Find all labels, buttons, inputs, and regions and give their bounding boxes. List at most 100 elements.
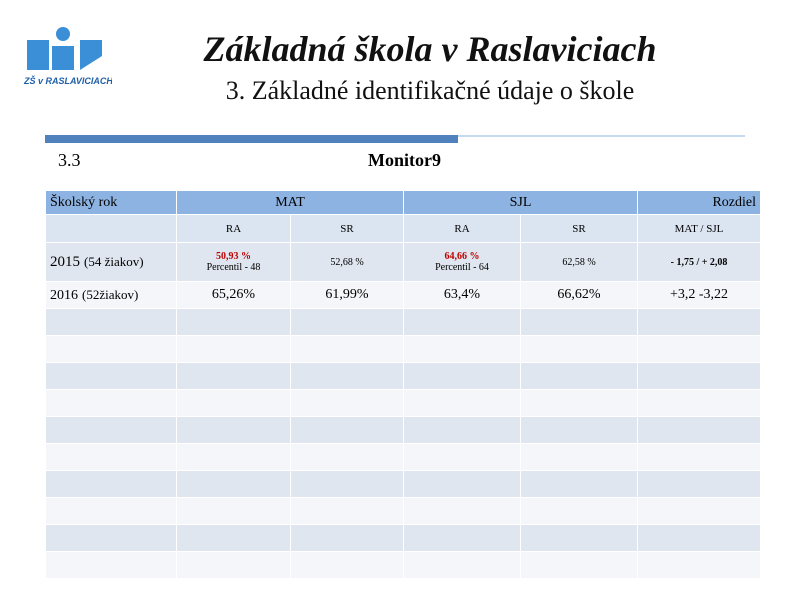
empty-cell <box>45 416 177 444</box>
empty-cell <box>637 308 762 336</box>
empty-cell <box>176 551 291 579</box>
table: Školský rok MAT SJL Rozdiel RA SR RA SR MAT / SJ… <box>45 190 762 579</box>
empty-cell <box>290 416 404 444</box>
empty-cell <box>403 524 521 552</box>
year: 2016 <box>50 287 78 303</box>
empty-cell <box>403 362 521 390</box>
empty-cell <box>176 389 291 417</box>
empty-cell <box>176 416 291 444</box>
empty-cell <box>403 335 521 363</box>
year: 2015 <box>50 253 80 270</box>
empty-cell <box>45 335 177 363</box>
empty-cell <box>290 551 404 579</box>
empty-row <box>45 551 762 579</box>
empty-cell <box>519 551 639 579</box>
empty-cell <box>403 443 521 471</box>
empty-cell <box>519 443 639 471</box>
cell-value: +3,2 -3,22 <box>669 287 729 302</box>
empty-cell <box>176 308 291 336</box>
value-cell: 50,93 % Percentil - 48 <box>176 242 291 282</box>
year-note: (54 žiakov) <box>84 253 144 269</box>
empty-cell <box>637 362 762 390</box>
empty-cell <box>45 497 177 525</box>
subheader-cell: SR <box>519 214 639 243</box>
cell-value: 62,58 % <box>562 256 596 268</box>
empty-row <box>45 389 762 417</box>
empty-cell <box>290 443 404 471</box>
value-cell: 62,58 % <box>519 242 639 282</box>
empty-cell <box>403 416 521 444</box>
empty-cell <box>519 362 639 390</box>
empty-cell <box>403 389 521 417</box>
cell-value: 52,68 % <box>330 256 364 268</box>
header-cell: SJL <box>402 190 639 215</box>
year-cell: 2016 (52žiakov) <box>45 281 177 309</box>
empty-cell <box>519 497 639 525</box>
cell-value: 63,4% <box>443 287 481 302</box>
data-row: 2016 (52žiakov) 65,26% 61,99% 63,4% 66,62% +3,… <box>45 281 762 309</box>
empty-cell <box>290 524 404 552</box>
empty-cell <box>290 362 404 390</box>
value-cell: 66,62% <box>519 281 639 309</box>
data-row: 2015 (54 žiakov) 50,93 % Percentil - 48 52,6… <box>45 242 762 282</box>
empty-cell <box>637 524 762 552</box>
cell-note: Percentil - 64 <box>435 262 489 273</box>
empty-cell <box>176 470 291 498</box>
empty-cell <box>519 308 639 336</box>
subheader-row: RA SR RA SR MAT / SJL <box>45 214 762 243</box>
empty-cell <box>637 443 762 471</box>
empty-row <box>45 416 762 444</box>
empty-row <box>45 443 762 471</box>
empty-cell <box>637 497 762 525</box>
empty-row <box>45 497 762 525</box>
value-cell: 52,68 % <box>290 242 404 282</box>
empty-cell <box>637 389 762 417</box>
empty-cell <box>290 389 404 417</box>
empty-cell <box>519 416 639 444</box>
empty-cell <box>519 470 639 498</box>
empty-row <box>45 362 762 390</box>
subheader-cell: RA <box>176 214 291 243</box>
value-cell: 64,66 % Percentil - 64 <box>403 242 521 282</box>
empty-cell <box>45 551 177 579</box>
cell-value: 64,66 % <box>444 251 480 262</box>
subheader-cell <box>45 214 177 243</box>
empty-cell <box>637 551 762 579</box>
section-number: 3.3 <box>58 150 81 170</box>
year-cell: 2015 (54 žiakov) <box>45 242 177 282</box>
value-cell: 65,26% <box>176 281 291 309</box>
empty-cell <box>176 443 291 471</box>
empty-cell <box>45 308 177 336</box>
empty-cell <box>403 470 521 498</box>
value-cell: 61,99% <box>290 281 404 309</box>
empty-cell <box>290 308 404 336</box>
empty-cell <box>403 497 521 525</box>
empty-cell <box>45 524 177 552</box>
cell-value: 50,93 % <box>216 251 251 262</box>
empty-row <box>45 308 762 336</box>
empty-row <box>45 335 762 363</box>
year-note: (52žiakov) <box>82 286 139 302</box>
empty-row <box>45 470 762 498</box>
cell-value: 66,62% <box>557 287 601 302</box>
header-cell: MAT <box>176 190 404 215</box>
empty-cell <box>176 524 291 552</box>
empty-cell <box>403 551 521 579</box>
empty-cell <box>290 335 404 363</box>
empty-cell <box>290 470 404 498</box>
empty-cell <box>637 416 762 444</box>
empty-cell <box>45 389 177 417</box>
divider <box>45 135 745 143</box>
value-cell: 63,4% <box>403 281 521 309</box>
logo: ZŠ v RASLAVICIACH <box>23 27 112 86</box>
header-cell: Rozdiel <box>637 190 762 215</box>
cell-note: Percentil - 48 <box>206 262 261 273</box>
empty-cell <box>45 443 177 471</box>
empty-row <box>45 524 762 552</box>
empty-cell <box>45 362 177 390</box>
empty-cell <box>403 308 521 336</box>
empty-cell <box>176 497 291 525</box>
subheader-cell: RA <box>403 214 521 243</box>
empty-cell <box>519 389 639 417</box>
